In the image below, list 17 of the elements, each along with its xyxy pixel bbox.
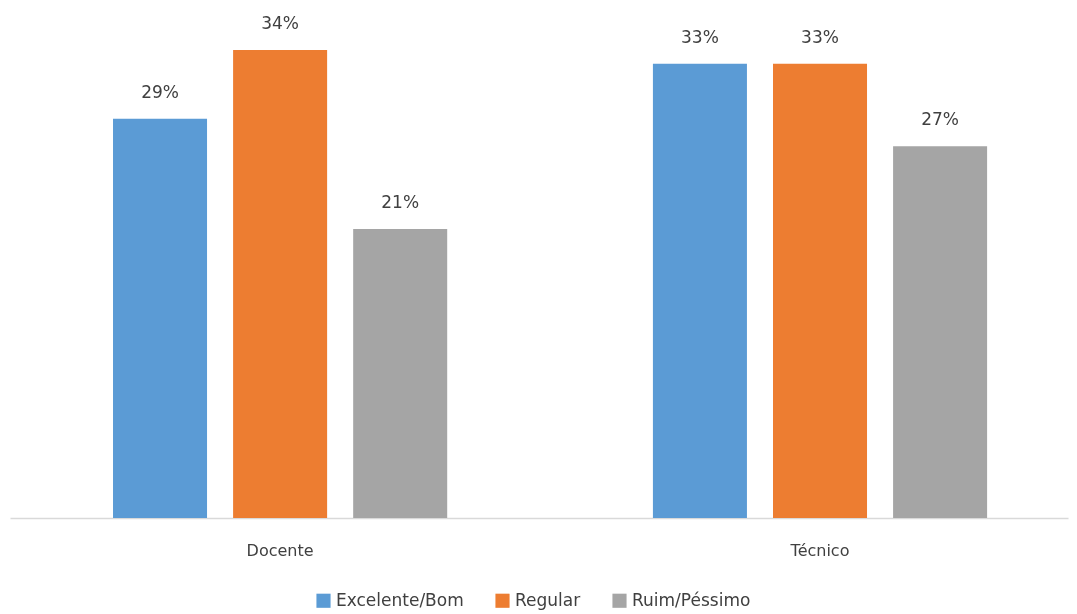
legend-label: Regular [515, 589, 581, 610]
bar [773, 63, 868, 518]
x-tick-label: Docente [246, 540, 314, 560]
bar [233, 50, 328, 518]
data-label: 34% [261, 13, 299, 33]
legend-label: Excelente/Bom [336, 589, 464, 610]
data-label: 27% [921, 109, 959, 130]
bar [353, 228, 448, 518]
x-tick-label: Técnico [789, 540, 850, 560]
bar [893, 146, 988, 518]
data-label: 33% [801, 26, 839, 47]
data-label: 21% [381, 191, 420, 212]
legend-label: Ruim/Péssimo [632, 589, 751, 610]
bar [652, 63, 747, 518]
bar [113, 118, 208, 518]
data-label: 29% [141, 81, 179, 102]
data-label: 33% [681, 26, 719, 47]
